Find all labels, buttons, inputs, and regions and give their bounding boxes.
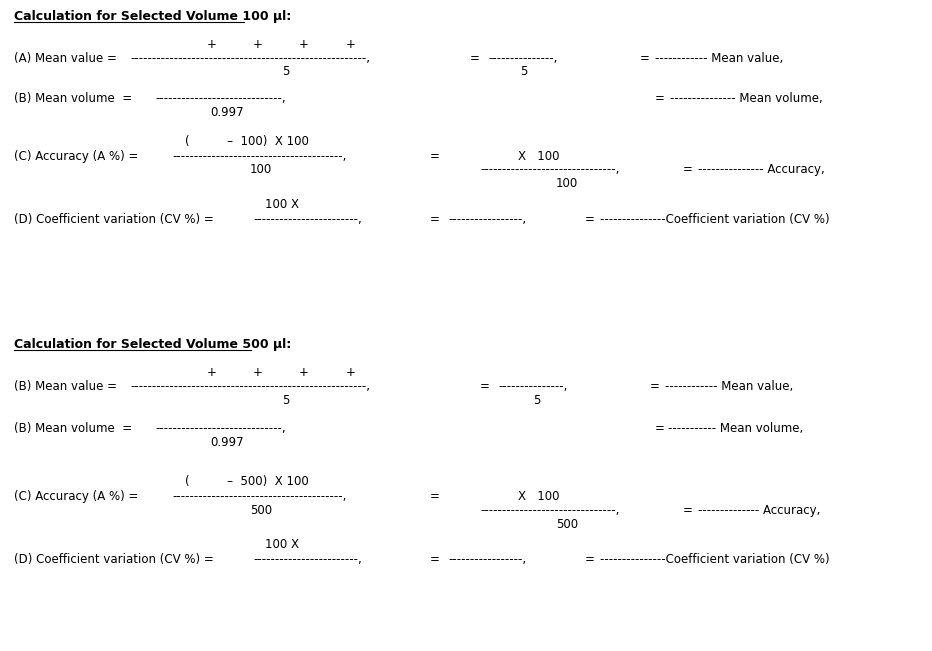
- Text: +: +: [346, 366, 356, 379]
- Text: ---------------------------------------,: ---------------------------------------,: [172, 150, 347, 163]
- Text: =: =: [430, 553, 440, 566]
- Text: -------------------------------,: -------------------------------,: [480, 504, 620, 517]
- Text: +: +: [207, 366, 217, 379]
- Text: (C) Accuracy (A %) =: (C) Accuracy (A %) =: [14, 150, 138, 163]
- Text: ---------------,: ---------------,: [488, 52, 557, 65]
- Text: =: =: [683, 504, 692, 517]
- Text: +: +: [253, 38, 263, 51]
- Text: =: =: [655, 92, 665, 105]
- Text: X   100: X 100: [518, 150, 559, 163]
- Text: =: =: [430, 213, 440, 226]
- Text: -----------------,: -----------------,: [448, 213, 527, 226]
- Text: -----------------,: -----------------,: [448, 553, 527, 566]
- Text: +: +: [299, 38, 308, 51]
- Text: 5: 5: [282, 65, 289, 78]
- Text: =: =: [585, 553, 595, 566]
- Text: +: +: [207, 38, 217, 51]
- Text: =: =: [430, 150, 440, 163]
- Text: 500: 500: [250, 504, 272, 517]
- Text: -------------------------------,: -------------------------------,: [480, 163, 620, 176]
- Text: (B) Mean volume  =: (B) Mean volume =: [14, 92, 132, 105]
- Text: (D) Coefficient variation (CV %) =: (D) Coefficient variation (CV %) =: [14, 553, 213, 566]
- Text: ------------ Mean value,: ------------ Mean value,: [665, 380, 793, 393]
- Text: =: =: [650, 380, 660, 393]
- Text: 100 X: 100 X: [265, 538, 299, 551]
- Text: 0.997: 0.997: [210, 106, 243, 119]
- Text: X   100: X 100: [518, 490, 559, 503]
- Text: ---------------Coefficient variation (CV %): ---------------Coefficient variation (CV…: [600, 213, 829, 226]
- Text: ------------------------------------------------------,: ----------------------------------------…: [130, 52, 370, 65]
- Text: +: +: [299, 366, 308, 379]
- Text: 100: 100: [250, 163, 272, 176]
- Text: (B) Mean value =: (B) Mean value =: [14, 380, 117, 393]
- Text: =: =: [683, 163, 692, 176]
- Text: ------------------------,: ------------------------,: [253, 553, 362, 566]
- Text: =: =: [655, 422, 665, 435]
- Text: ----------- Mean volume,: ----------- Mean volume,: [668, 422, 803, 435]
- Text: (B) Mean volume  =: (B) Mean volume =: [14, 422, 132, 435]
- Text: =: =: [640, 52, 650, 65]
- Text: ------------ Mean value,: ------------ Mean value,: [655, 52, 783, 65]
- Text: --------------- Accuracy,: --------------- Accuracy,: [698, 163, 825, 176]
- Text: (A) Mean value =: (A) Mean value =: [14, 52, 116, 65]
- Text: +: +: [346, 38, 356, 51]
- Text: 5: 5: [520, 65, 528, 78]
- Text: ------------------------------------------------------,: ----------------------------------------…: [130, 380, 370, 393]
- Text: (D) Coefficient variation (CV %) =: (D) Coefficient variation (CV %) =: [14, 213, 213, 226]
- Text: =: =: [430, 490, 440, 503]
- Text: +: +: [253, 366, 263, 379]
- Text: 5: 5: [282, 394, 289, 407]
- Text: (          –  500)  X 100: ( – 500) X 100: [185, 475, 308, 488]
- Text: Calculation for Selected Volume 100 µl:: Calculation for Selected Volume 100 µl:: [14, 10, 291, 23]
- Text: ---------------,: ---------------,: [498, 380, 568, 393]
- Text: =: =: [480, 380, 490, 393]
- Text: ------------------------,: ------------------------,: [253, 213, 362, 226]
- Text: --------------- Mean volume,: --------------- Mean volume,: [670, 92, 823, 105]
- Text: 5: 5: [533, 394, 541, 407]
- Text: (          –  100)  X 100: ( – 100) X 100: [185, 135, 308, 148]
- Text: -----------------------------,: -----------------------------,: [155, 422, 285, 435]
- Text: Calculation for Selected Volume 500 µl:: Calculation for Selected Volume 500 µl:: [14, 338, 291, 351]
- Text: 100: 100: [556, 177, 578, 190]
- Text: ---------------------------------------,: ---------------------------------------,: [172, 490, 347, 503]
- Text: 500: 500: [556, 518, 578, 531]
- Text: -----------------------------,: -----------------------------,: [155, 92, 285, 105]
- Text: 0.997: 0.997: [210, 436, 243, 449]
- Text: (C) Accuracy (A %) =: (C) Accuracy (A %) =: [14, 490, 138, 503]
- Text: ---------------Coefficient variation (CV %): ---------------Coefficient variation (CV…: [600, 553, 829, 566]
- Text: =: =: [470, 52, 480, 65]
- Text: 100 X: 100 X: [265, 198, 299, 211]
- Text: -------------- Accuracy,: -------------- Accuracy,: [698, 504, 820, 517]
- Text: =: =: [585, 213, 595, 226]
